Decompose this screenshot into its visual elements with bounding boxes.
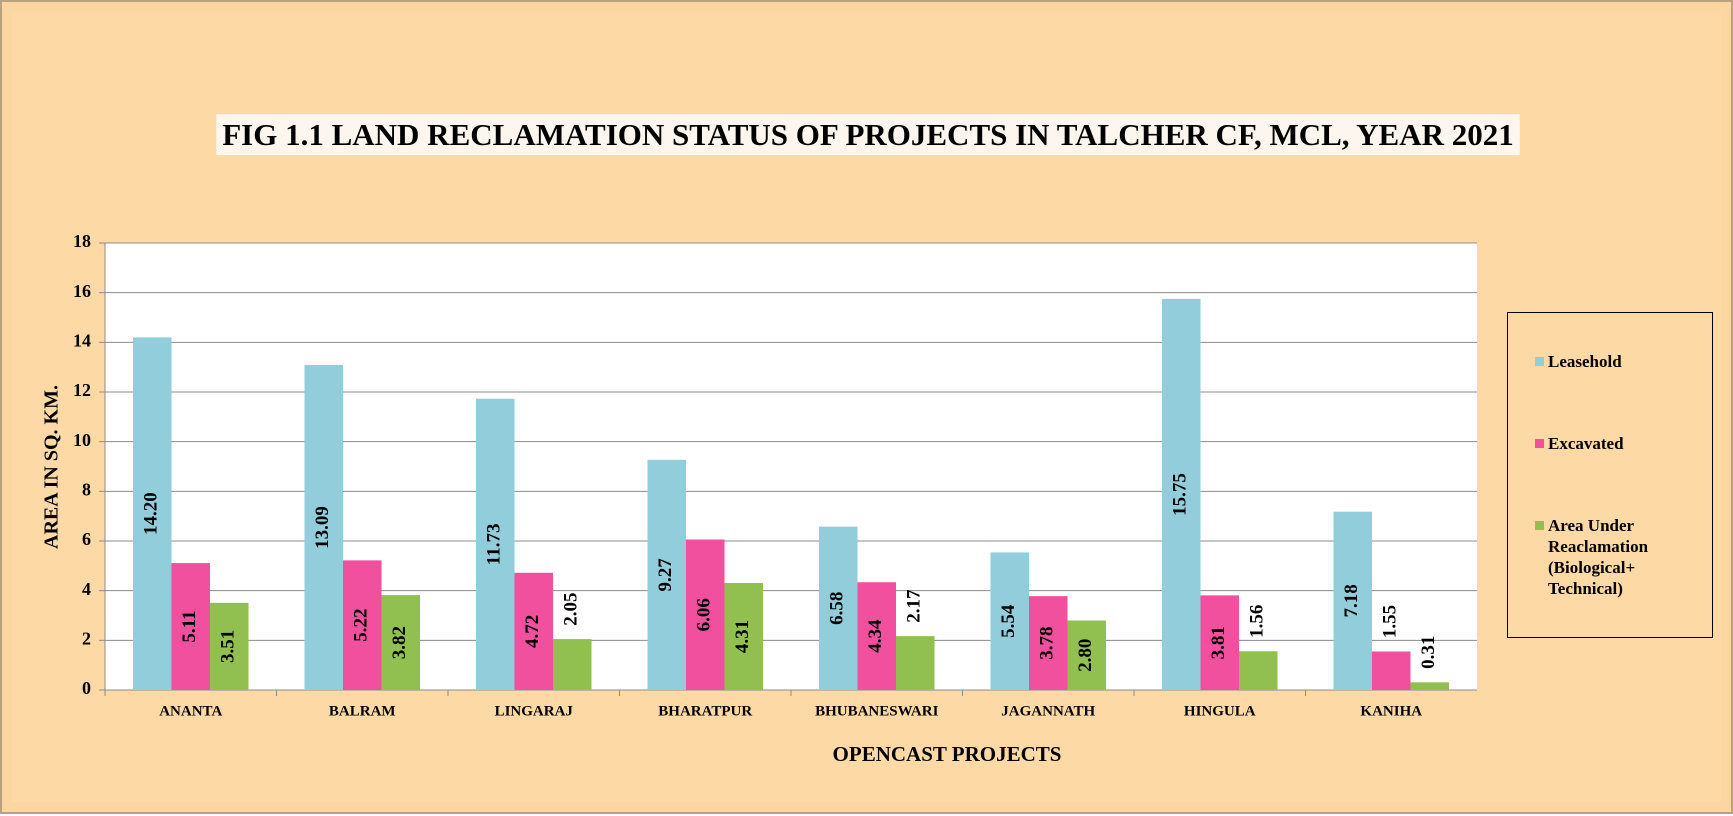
y-tick-label: 4 — [82, 579, 91, 599]
bar — [724, 582, 763, 690]
data-label: 5.22 — [351, 609, 372, 642]
data-label: 2.05 — [561, 592, 582, 625]
legend-label: Area Under Reaclamation (Biological+ Tec… — [1548, 515, 1649, 598]
legend-item: Excavated — [1535, 433, 1702, 454]
data-label: 7.18 — [1341, 584, 1362, 617]
data-label: 5.11 — [179, 610, 200, 642]
y-tick-label: 2 — [82, 628, 91, 648]
x-axis-title: OPENCAST PROJECTS — [833, 742, 1062, 766]
bar — [304, 364, 343, 690]
bar — [1200, 595, 1239, 690]
data-label: 1.55 — [1380, 605, 1401, 638]
bar — [990, 552, 1029, 690]
data-label: 2.80 — [1075, 639, 1096, 672]
bar — [1067, 620, 1106, 690]
data-label: 4.72 — [522, 615, 543, 648]
x-tick-label: ANANTA — [159, 703, 222, 719]
legend-swatch — [1535, 438, 1544, 448]
x-tick-label: BHARATPUR — [658, 703, 752, 719]
bar — [514, 572, 553, 690]
x-tick-label: LINGARAJ — [495, 703, 574, 719]
bar — [343, 560, 382, 690]
bar — [896, 636, 935, 690]
legend-label: Leasehold — [1548, 352, 1622, 372]
data-label: 4.34 — [865, 619, 886, 653]
data-label: 11.73 — [484, 524, 505, 566]
title-background — [216, 114, 1520, 156]
data-label: 3.51 — [218, 630, 239, 663]
chart-title: FIG 1.1 LAND RECLAMATION STATUS OF PROJE… — [222, 117, 1514, 152]
y-tick-label: 0 — [82, 678, 91, 698]
data-label: 4.31 — [732, 620, 753, 653]
bar — [553, 639, 592, 690]
bar — [1410, 682, 1449, 690]
y-tick-label: 18 — [73, 231, 91, 251]
legend: Leasehold Excavated Area Under Reaclamatio… — [1507, 312, 1713, 638]
data-label: 9.27 — [655, 558, 676, 592]
x-tick-label: JAGANNATH — [1001, 703, 1095, 719]
data-label: 6.06 — [694, 598, 715, 631]
y-tick-label: 8 — [82, 479, 91, 499]
bar — [1333, 511, 1372, 690]
y-tick-label: 14 — [73, 330, 91, 350]
bar — [857, 582, 896, 690]
data-label: 3.78 — [1037, 626, 1058, 659]
data-label: 13.09 — [312, 506, 333, 549]
data-label: 2.17 — [904, 589, 925, 623]
bar — [381, 595, 420, 690]
legend-label: Excavated — [1548, 433, 1624, 453]
x-tick-label: HINGULA — [1184, 703, 1256, 719]
bar — [1162, 298, 1201, 690]
y-tick-label: 16 — [73, 281, 91, 301]
data-label: 0.31 — [1418, 636, 1439, 669]
legend-item: Area Under Reaclamation (Biological+ Tec… — [1535, 515, 1702, 599]
legend-swatch — [1535, 520, 1544, 530]
x-tick-label: BHUBANESWARI — [815, 703, 939, 719]
data-label: 1.56 — [1247, 605, 1268, 638]
y-tick-label: 6 — [82, 529, 91, 549]
bar — [171, 563, 210, 690]
bar — [1239, 651, 1278, 690]
data-label: 3.81 — [1208, 626, 1229, 659]
y-tick-label: 10 — [73, 430, 91, 450]
data-label: 3.82 — [389, 626, 410, 659]
bar — [1372, 651, 1411, 690]
bar — [1029, 596, 1068, 690]
bar — [133, 337, 172, 690]
y-axis-title: AREA IN SQ. KM. — [41, 385, 63, 549]
legend-swatch — [1535, 357, 1544, 367]
x-tick-label: BALRAM — [329, 703, 396, 719]
legend-item: Leasehold — [1535, 351, 1702, 372]
x-tick-label: KANIHA — [1360, 703, 1422, 719]
bar — [647, 459, 686, 690]
bar — [686, 539, 725, 690]
bar — [819, 526, 858, 690]
bar — [476, 398, 515, 690]
data-label: 14.20 — [141, 492, 162, 535]
bar — [210, 602, 249, 690]
y-tick-label: 12 — [73, 380, 91, 400]
data-label: 5.54 — [998, 604, 1019, 638]
data-label: 6.58 — [827, 592, 848, 625]
data-label: 15.75 — [1170, 473, 1191, 516]
